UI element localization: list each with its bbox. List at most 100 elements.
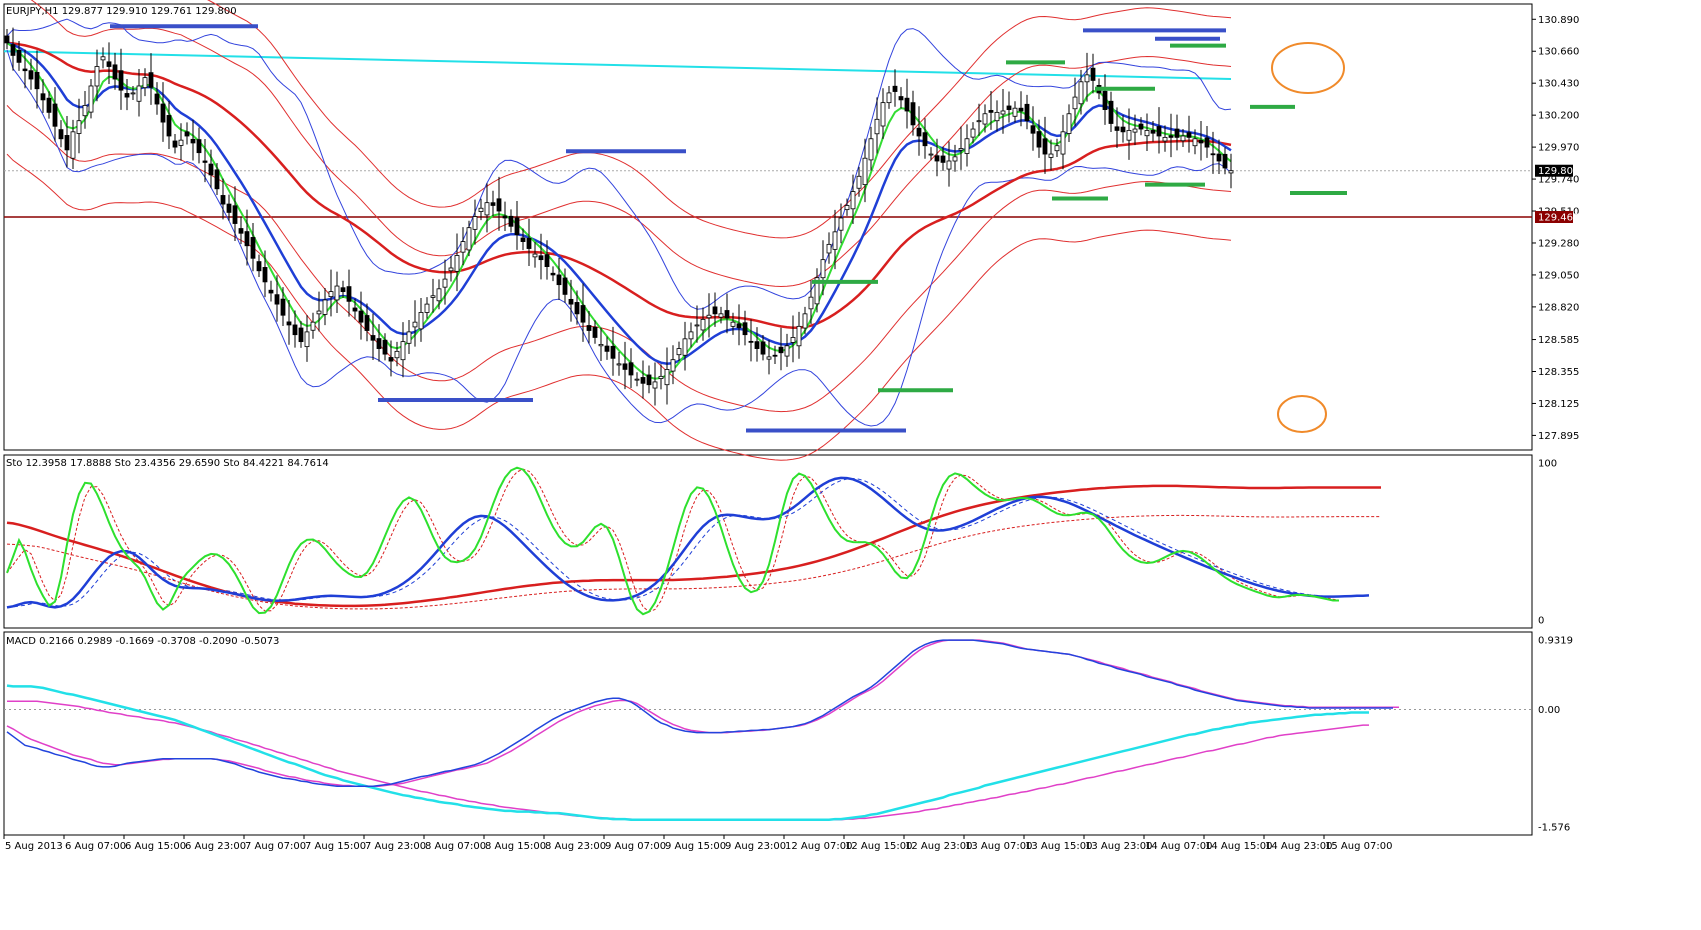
stochastic-axis: 100 0 bbox=[1538, 459, 1557, 627]
candle-body bbox=[862, 157, 868, 186]
candle-body bbox=[526, 237, 532, 249]
candle-body bbox=[982, 113, 988, 125]
time-tick-label: 6 Aug 07:00 bbox=[65, 841, 126, 852]
candle-body bbox=[814, 277, 820, 305]
candle-body bbox=[958, 148, 964, 151]
candle-body bbox=[310, 321, 316, 331]
candle-body bbox=[1102, 90, 1108, 110]
candle-body bbox=[292, 324, 298, 336]
candle-body bbox=[472, 216, 478, 230]
candle-body bbox=[40, 93, 46, 101]
candle-body bbox=[970, 128, 976, 138]
candle-body bbox=[28, 70, 34, 80]
candle-body bbox=[1210, 153, 1216, 156]
time-tick-label: 13 Aug 23:00 bbox=[1085, 841, 1152, 852]
candle-body bbox=[520, 237, 526, 242]
candle-body bbox=[922, 132, 928, 147]
candle-body bbox=[280, 298, 286, 316]
candle-body bbox=[652, 381, 658, 389]
time-tick-label: 6 Aug 15:00 bbox=[125, 841, 186, 852]
candle-body bbox=[1144, 130, 1150, 137]
candle-body bbox=[406, 331, 412, 344]
candle-body bbox=[16, 50, 22, 63]
candle-body bbox=[880, 102, 886, 127]
candle-body bbox=[124, 93, 130, 98]
candle-body bbox=[538, 255, 544, 261]
candle-body bbox=[370, 335, 376, 341]
candle-body bbox=[790, 337, 796, 343]
bollinger-upper bbox=[6, 18, 1232, 310]
candle-body bbox=[940, 155, 946, 163]
candle-body bbox=[874, 118, 880, 135]
candle-body bbox=[424, 303, 430, 313]
candle-body bbox=[1048, 153, 1054, 158]
candle-body bbox=[916, 127, 922, 137]
time-tick-label: 14 Aug 23:00 bbox=[1265, 841, 1332, 852]
level-price-label: 129.467 bbox=[1538, 212, 1579, 223]
candle-body bbox=[1192, 138, 1198, 147]
current-price-label: 129.800 bbox=[1538, 166, 1579, 177]
time-tick-label: 7 Aug 07:00 bbox=[245, 841, 306, 852]
candle-body bbox=[178, 139, 184, 146]
candle-body bbox=[634, 378, 640, 381]
candle-body bbox=[1090, 67, 1096, 81]
candle-body bbox=[724, 310, 730, 319]
candle-body bbox=[70, 131, 76, 159]
price-tick-label: 128.355 bbox=[1538, 367, 1579, 378]
candle-body bbox=[952, 156, 958, 162]
candle-body bbox=[460, 241, 466, 253]
chart-title: EURJPY,H1 129.877 129.910 129.761 129.80… bbox=[6, 6, 237, 17]
candle-body bbox=[1018, 107, 1024, 112]
candle-body bbox=[730, 321, 736, 327]
candle-body bbox=[502, 215, 508, 219]
stochastic-lines bbox=[6, 466, 1381, 616]
candle-body bbox=[316, 310, 322, 315]
time-tick-label: 8 Aug 07:00 bbox=[425, 841, 486, 852]
ema-slow-line bbox=[6, 41, 1232, 329]
candle-body bbox=[250, 237, 256, 259]
candle-body bbox=[772, 354, 778, 357]
candle-body bbox=[1120, 126, 1126, 133]
time-tick-label: 7 Aug 23:00 bbox=[365, 841, 426, 852]
candle-body bbox=[550, 272, 556, 276]
price-tick-label: 127.895 bbox=[1538, 431, 1579, 442]
macd-slow-line bbox=[6, 684, 1369, 822]
candle-body bbox=[172, 140, 178, 148]
candle-body bbox=[346, 286, 352, 302]
candle-body bbox=[742, 322, 748, 336]
time-tick-label: 15 Aug 07:00 bbox=[1325, 841, 1392, 852]
candle-body bbox=[442, 278, 448, 288]
candle-body bbox=[244, 231, 250, 247]
price-tick-label: 130.430 bbox=[1538, 79, 1579, 90]
candle-body bbox=[802, 313, 808, 329]
price-axis: 130.890 130.660 130.430 130.200 129.970 129.7… bbox=[1532, 15, 1579, 442]
candle-body bbox=[1036, 131, 1042, 148]
candle-body bbox=[106, 61, 112, 67]
macd-tick-label: -1.576 bbox=[1538, 823, 1570, 834]
time-tick-label: 9 Aug 15:00 bbox=[665, 841, 726, 852]
candle-body bbox=[820, 259, 826, 279]
candle-body bbox=[604, 345, 610, 352]
candle-body bbox=[748, 340, 754, 343]
candle-body bbox=[928, 153, 934, 156]
candle-body bbox=[484, 202, 490, 216]
candle-body bbox=[1186, 132, 1192, 138]
candle-body bbox=[46, 97, 52, 113]
candle-body bbox=[688, 331, 694, 340]
candle-body bbox=[430, 295, 436, 298]
candlesticks bbox=[4, 27, 1234, 406]
candle-body bbox=[1060, 131, 1066, 155]
candle-body bbox=[682, 338, 688, 356]
candle-body bbox=[934, 155, 940, 162]
candle-body bbox=[1042, 138, 1048, 155]
candle-body bbox=[334, 285, 340, 301]
time-tick-label: 6 Aug 23:00 bbox=[185, 841, 246, 852]
candle-body bbox=[388, 357, 394, 362]
candle-body bbox=[646, 374, 652, 386]
stochastic-tick-label: 100 bbox=[1538, 459, 1557, 470]
candle-body bbox=[514, 217, 520, 236]
candle-body bbox=[298, 327, 304, 343]
candle-body bbox=[868, 138, 874, 161]
